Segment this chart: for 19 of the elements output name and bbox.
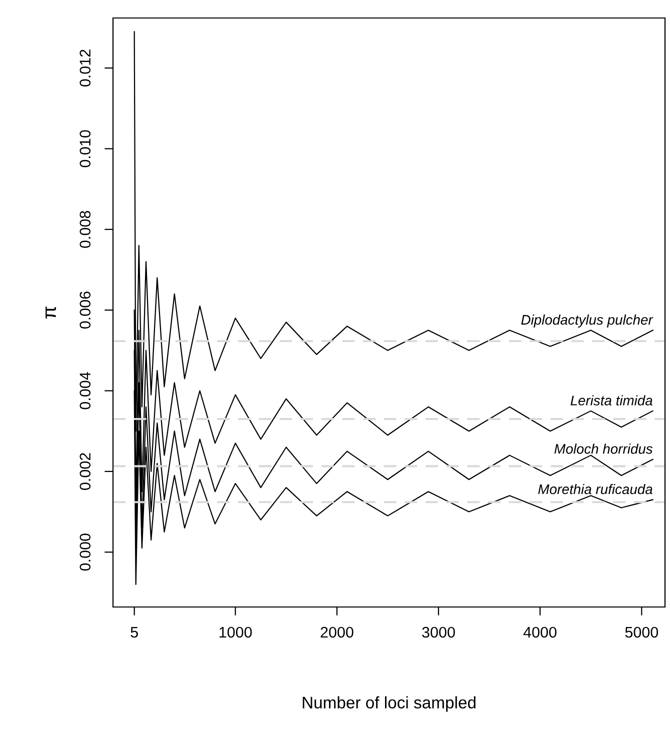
y-tick-label: 0.002 — [80, 453, 91, 490]
series-label: Lerista timida — [570, 395, 652, 406]
x-tick-label: 1000 — [220, 626, 252, 638]
x-tick-label: 2000 — [320, 626, 354, 638]
y-tick-label: 0.004 — [80, 372, 91, 410]
x-axis-title: Number of loci sampled — [302, 696, 476, 712]
x-tick-label: 5 — [130, 627, 138, 638]
x-tick-label: 5000 — [625, 626, 658, 638]
series-label: Moloch horridus — [554, 444, 653, 454]
x-tick-label: 4000 — [523, 626, 556, 638]
series-label: Diplodactylus pulcher — [521, 314, 654, 328]
y-tick-label: 0.006 — [80, 292, 91, 329]
y-tick-label: 0.010 — [80, 130, 91, 168]
y-tick-label: 0.012 — [80, 50, 91, 87]
x-tick-label: 3000 — [422, 626, 455, 638]
y-axis-title: π — [46, 306, 56, 318]
series-label: Morethia ruficauda — [538, 484, 652, 494]
y-tick-label: 0.000 — [80, 534, 91, 571]
y-tick-label: 0.008 — [80, 210, 91, 248]
